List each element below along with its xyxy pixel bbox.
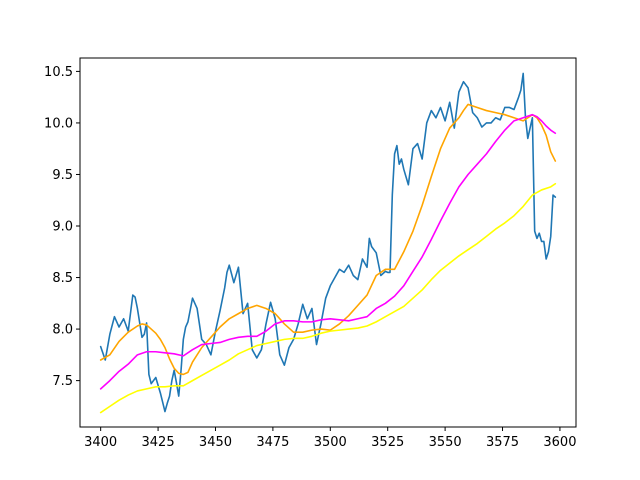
y-tick-label: 10.0 bbox=[44, 116, 73, 131]
series-layer bbox=[99, 72, 557, 414]
y-tick-label: 10.5 bbox=[44, 65, 73, 80]
x-tick-label: 3400 bbox=[84, 435, 117, 450]
series-line-2 bbox=[99, 103, 557, 376]
y-tick-label: 7.5 bbox=[52, 374, 73, 389]
x-axis: 3400 3425 3450 3475 3500 3525 3550 3575 3600 bbox=[84, 427, 576, 450]
y-tick-label: 9.5 bbox=[52, 168, 73, 183]
x-tick-label: 3475 bbox=[256, 435, 289, 450]
y-axis: 7.5 8.0 8.5 9.0 9.5 10.0 10.5 bbox=[44, 65, 80, 389]
x-tick-label: 3525 bbox=[371, 435, 404, 450]
y-tick-label: 9.0 bbox=[52, 220, 73, 235]
y-tick-label: 8.0 bbox=[52, 323, 73, 338]
series-line-4 bbox=[99, 182, 557, 414]
x-tick-label: 3575 bbox=[486, 435, 519, 450]
x-tick-label: 3425 bbox=[142, 435, 175, 450]
x-tick-label: 3500 bbox=[314, 435, 347, 450]
x-tick-label: 3550 bbox=[429, 435, 462, 450]
y-tick-label: 8.5 bbox=[52, 271, 73, 286]
series-line-1 bbox=[99, 72, 557, 413]
x-tick-label: 3600 bbox=[543, 435, 576, 450]
x-tick-label: 3450 bbox=[199, 435, 232, 450]
series-line-3 bbox=[99, 113, 557, 390]
axes-frame bbox=[79, 57, 577, 428]
